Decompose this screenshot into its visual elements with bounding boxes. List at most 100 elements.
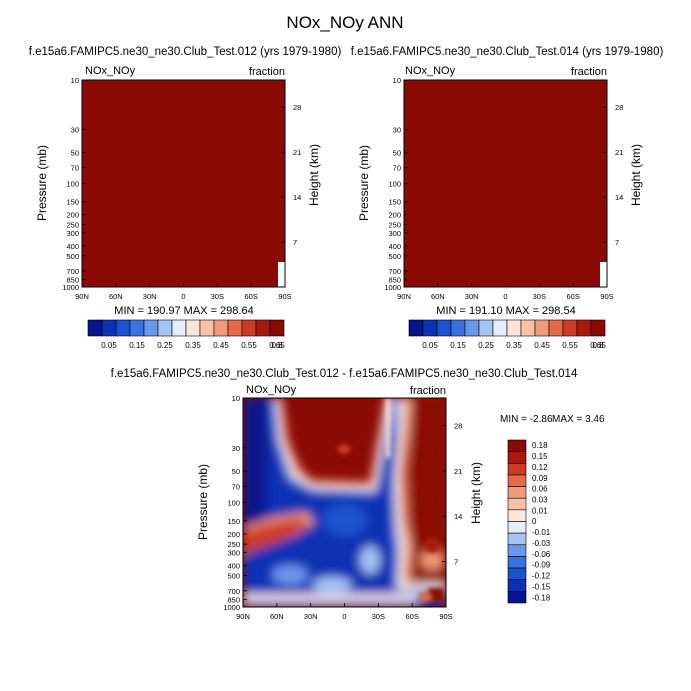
colorbar-label: 0.45 <box>534 341 550 350</box>
panel-2-field <box>404 80 607 287</box>
y-tick-label: 400 <box>227 561 240 570</box>
panel-2-stats: MIN = 191.10 MAX = 298.54 <box>436 305 575 317</box>
panel-1-ylabel-right: Height (km) <box>307 144 321 206</box>
colorbar-swatch <box>548 319 564 337</box>
y-tick-label: 100 <box>227 499 240 508</box>
x-tick-label: 90N <box>75 292 89 301</box>
colorbar-label: 0.35 <box>185 341 201 350</box>
colorbar-swatch <box>115 319 131 337</box>
x-tick-label: 90N <box>236 612 250 621</box>
panel-1-right-string: fraction <box>249 66 285 78</box>
x-tick-label: 90S <box>278 292 291 301</box>
x-tick-label: 0 <box>181 292 185 301</box>
y-tick-label: 400 <box>388 242 401 251</box>
colorbar-label: 0.35 <box>506 341 522 350</box>
colorbar-swatch <box>478 319 494 337</box>
x-tick-label: 30S <box>533 292 546 301</box>
y-tick-label: 700 <box>388 267 401 276</box>
y-right-tick-label: 14 <box>615 193 623 202</box>
colorbar-swatch <box>199 319 215 337</box>
colorbar-label: 0.01 <box>532 506 548 515</box>
panel-2-left-string: NOx_NOy <box>405 65 456 77</box>
y-tick-label: 200 <box>66 211 79 220</box>
colorbar-swatch <box>576 319 592 337</box>
colorbar-swatch <box>507 462 527 476</box>
x-tick-label: 90N <box>397 292 411 301</box>
y-tick-label: 1000 <box>223 603 240 612</box>
colorbar-label: 0.65 <box>590 341 606 350</box>
x-tick-label: 30N <box>465 292 479 301</box>
panel-1-field-edge-step <box>278 262 285 287</box>
y-right-tick-label: 28 <box>454 421 462 430</box>
x-tick-label: 60S <box>244 292 257 301</box>
y-tick-label: 10 <box>71 76 79 85</box>
y-right-tick-label: 28 <box>293 103 301 112</box>
y-tick-label: 150 <box>388 198 401 207</box>
panel-1-stats: MIN = 190.97 MAX = 298.64 <box>114 305 253 317</box>
colorbar-swatch <box>507 556 527 569</box>
colorbar-swatch <box>129 319 145 337</box>
y-tick-label: 700 <box>66 267 79 276</box>
colorbar-swatch <box>436 319 452 337</box>
colorbar-label: -0.09 <box>532 561 551 570</box>
colorbar-label: -0.12 <box>532 572 551 581</box>
colorbar-swatch <box>507 521 527 534</box>
colorbar-label: 0.8 <box>592 341 604 350</box>
colorbar-swatch <box>562 319 578 337</box>
colorbar-label: 0.25 <box>478 341 494 350</box>
colorbar-swatch <box>171 319 187 337</box>
x-tick-label: 0 <box>342 612 346 621</box>
colorbar-swatch <box>507 486 527 499</box>
panel-2: f.e15a6.FAMIPC5.ne30_ne30.Club_Test.014 … <box>351 46 664 350</box>
y-tick-label: 400 <box>66 242 79 251</box>
y-tick-label: 1000 <box>384 283 401 292</box>
y-tick-label: 850 <box>227 596 240 605</box>
panel-1-x-ticks: 90N 60N 30N 0 30S 60S 90S <box>75 283 292 301</box>
panel-3-colorbar: 0.18 0.15 0.12 0.09 0.060.03 0.01 0 -0.01 -0.03 -… <box>507 439 551 604</box>
y-tick-label: 250 <box>388 221 401 230</box>
panel-3-right-string: fraction <box>410 385 446 397</box>
colorbar-label: -0.18 <box>532 593 551 602</box>
colorbar-swatch <box>506 319 522 337</box>
panel-3-ylabel: Pressure (mb) <box>196 464 210 540</box>
y-right-tick-label: 21 <box>615 148 623 157</box>
x-tick-label: 30N <box>143 292 157 301</box>
colorbar-swatch <box>241 319 257 337</box>
y-tick-label: 10 <box>393 76 401 85</box>
colorbar-label: 0.03 <box>532 495 548 504</box>
y-tick-label: 50 <box>393 148 401 157</box>
colorbar-label: 0.55 <box>241 341 257 350</box>
y-tick-label: 30 <box>71 125 79 134</box>
y-tick-label: 500 <box>227 572 240 581</box>
colorbar-label: 0.06 <box>532 485 548 494</box>
y-tick-label: 850 <box>66 276 79 285</box>
x-tick-label: 60S <box>405 612 418 621</box>
colorbar-swatch <box>492 319 508 337</box>
y-tick-label: 300 <box>66 229 79 238</box>
colorbar-label: 0.12 <box>532 463 548 472</box>
colorbar-label: 0.05 <box>422 341 438 350</box>
panel-1: f.e15a6.FAMIPC5.ne30_ne30.Club_Test.012 … <box>29 46 342 350</box>
colorbar-swatch <box>87 319 103 337</box>
colorbar-swatch <box>507 532 527 546</box>
panel-2-y-ticks-right: 28 21 14 7 <box>603 103 623 247</box>
y-right-tick-label: 7 <box>454 558 458 567</box>
panel-2-ylabel: Pressure (mb) <box>357 145 371 221</box>
panel-1-left-string: NOx_NOy <box>85 65 136 77</box>
y-tick-label: 200 <box>388 211 401 220</box>
panel-2-title: f.e15a6.FAMIPC5.ne30_ne30.Club_Test.014 … <box>351 46 664 58</box>
x-tick-label: 30S <box>372 612 385 621</box>
y-tick-label: 10 <box>232 394 240 403</box>
colorbar-swatch <box>227 319 243 337</box>
y-tick-label: 150 <box>66 198 79 207</box>
colorbar-label: 0.18 <box>532 441 548 450</box>
panel-3-y-ticks-right: 28 21 14 7 <box>442 421 462 567</box>
x-tick-label: 30N <box>304 612 318 621</box>
colorbar-label: 0.55 <box>562 341 578 350</box>
y-right-tick-label: 7 <box>293 238 297 247</box>
y-tick-label: 70 <box>232 482 240 491</box>
